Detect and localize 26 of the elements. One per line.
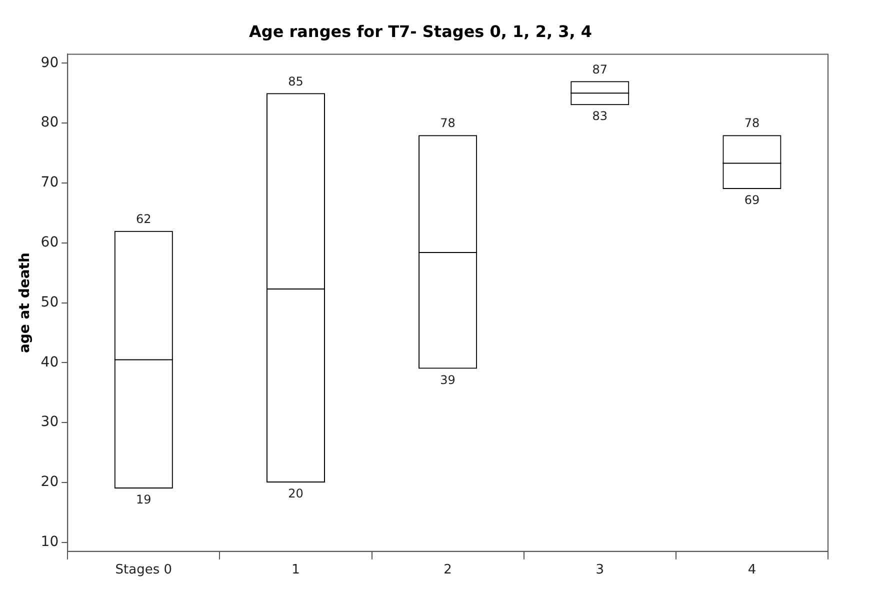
- annotation: 69: [744, 193, 760, 208]
- annotation: 19: [136, 492, 152, 507]
- y-tick-label: 60: [40, 234, 59, 251]
- x-tick-label: 3: [596, 562, 604, 578]
- chart-title: Age ranges for T7- Stages 0, 1, 2, 3, 4: [248, 22, 592, 41]
- annotation: 85: [288, 74, 304, 88]
- annotation: 87: [592, 62, 608, 76]
- y-tick-label: 70: [40, 174, 59, 191]
- y-tick-label: 90: [40, 54, 59, 71]
- annotation: 62: [136, 212, 152, 226]
- x-tick-label: 4: [748, 562, 756, 578]
- y-tick-label: 50: [40, 294, 59, 310]
- x-tick-label: 1: [292, 562, 300, 578]
- annotation: 78: [744, 116, 760, 130]
- annotation: 78: [440, 116, 456, 130]
- y-tick-label: 40: [40, 354, 59, 370]
- x-tick-label: 2: [444, 562, 452, 578]
- y-tick-label: 80: [40, 114, 59, 131]
- y-axis-title: age at death: [17, 252, 34, 354]
- annotation: 39: [440, 372, 456, 387]
- annotation: 20: [288, 486, 304, 501]
- annotation: 83: [592, 109, 608, 124]
- y-tick-label: 20: [40, 474, 59, 490]
- x-tick-label: Stages 0: [115, 562, 172, 578]
- y-tick-label: 30: [40, 414, 59, 430]
- y-tick-label: 10: [40, 534, 59, 550]
